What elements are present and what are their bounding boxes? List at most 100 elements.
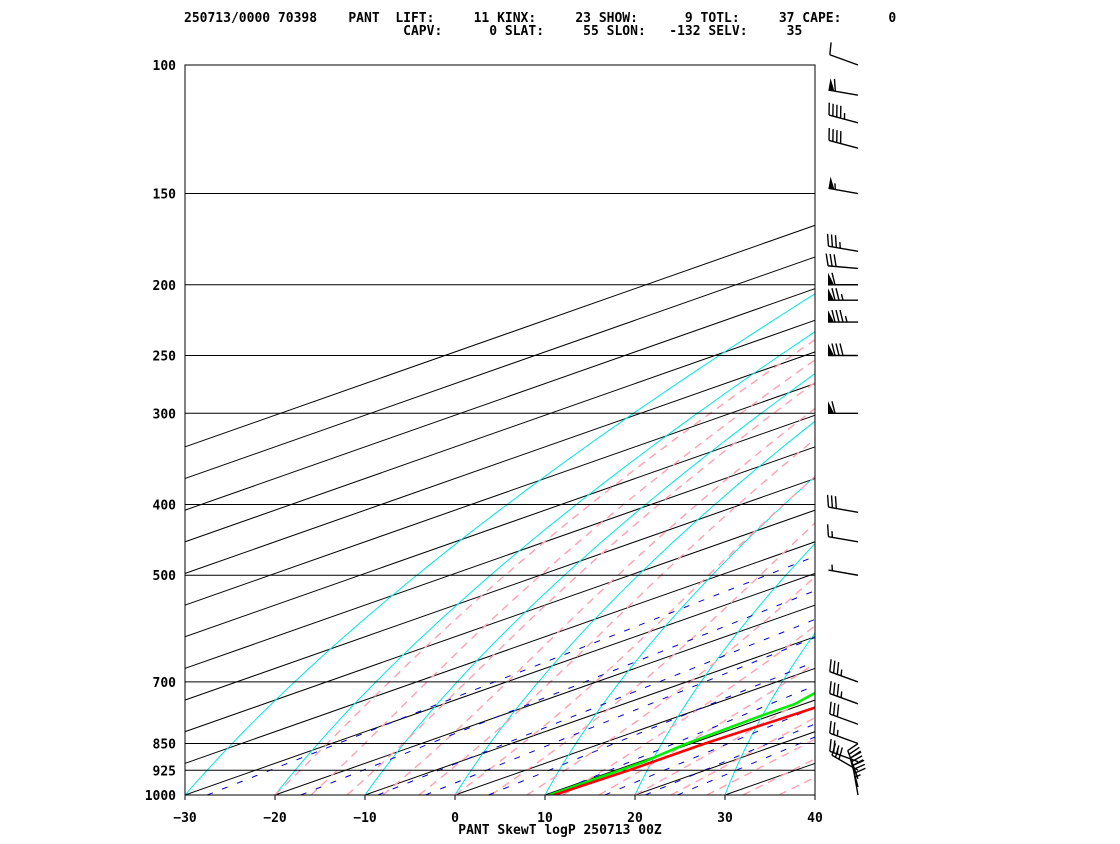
wind-barb-pennant <box>828 177 834 190</box>
wind-barb-half-flag <box>841 691 842 697</box>
pressure-tick-label: 850 <box>153 737 177 752</box>
wind-barb <box>830 702 858 725</box>
temperature-tick-label: −20 <box>263 811 287 826</box>
wind-barb-flag <box>835 496 836 508</box>
wind-barb <box>826 254 858 269</box>
wind-barb-staff <box>830 694 858 704</box>
wind-barb-flag <box>834 683 835 695</box>
wind-barb <box>829 128 858 148</box>
wind-barb-flag <box>832 234 833 246</box>
moist-adiabat <box>671 285 1120 795</box>
wind-barb-half-flag <box>837 730 838 736</box>
pressure-tick-label: 100 <box>153 59 177 74</box>
moist-adiabat <box>527 285 1120 795</box>
dry-adiabat <box>995 65 1120 795</box>
wind-barb-flag <box>826 254 828 266</box>
isotherm <box>905 65 1120 795</box>
wind-barb <box>828 343 858 355</box>
dry-adiabat <box>905 65 1120 795</box>
wind-barb-flag <box>839 747 842 759</box>
wind-barb-flag <box>840 343 843 355</box>
dry-adiabat <box>815 65 1120 795</box>
wind-barb-flag <box>830 254 832 266</box>
wind-barb-flag <box>836 288 839 300</box>
wind-barb <box>830 721 858 744</box>
wind-barb-flag <box>840 310 843 322</box>
wind-barb-half-flag <box>846 316 848 322</box>
chart-title: PANT SkewT logP 250713 00Z <box>458 823 662 838</box>
temperature-tick-label: 40 <box>807 811 823 826</box>
isotherm <box>545 65 1120 795</box>
wind-barb-flag <box>834 79 835 91</box>
isotherm <box>365 65 1120 795</box>
wind-barb <box>828 177 858 194</box>
dry-adiabat <box>275 65 1120 795</box>
wind-barb-staff <box>830 55 858 65</box>
wind-barb-staff <box>830 714 858 724</box>
wind-barb-staff <box>830 672 858 682</box>
isotherm <box>815 65 1120 795</box>
header-line-2: CAPV: 0 SLAT: 55 SLON: -132 SELV: 35 <box>184 24 802 39</box>
moist-adiabat <box>815 285 1120 795</box>
pressure-tick-label: 500 <box>153 569 177 584</box>
wind-barb <box>830 659 858 682</box>
wind-barb-staff <box>828 507 858 512</box>
temperature-tick-label: −10 <box>353 811 377 826</box>
wind-barb-staff <box>828 246 858 251</box>
dry-adiabat <box>455 65 1120 795</box>
wind-barb-flag <box>834 254 836 266</box>
mixing-ratio-line <box>489 505 1120 796</box>
isotherm <box>455 65 1120 795</box>
wind-barb-staff <box>828 90 858 95</box>
wind-barb-flag <box>830 42 831 54</box>
wind-barb <box>828 401 858 413</box>
plot-frame <box>185 65 815 795</box>
wind-barb-pennant <box>828 78 834 91</box>
wind-barb-staff <box>829 115 858 123</box>
chart-header: 250713/0000 70398 PANT LIFT: 11 KINX: 23… <box>184 11 896 39</box>
wind-barb-half-flag <box>841 670 842 676</box>
wind-barb <box>830 42 858 65</box>
wind-barb <box>828 273 858 285</box>
dry-adiabat <box>725 65 1120 795</box>
wind-barb-half-flag <box>837 748 838 754</box>
wind-barb <box>830 681 858 704</box>
wind-barb <box>829 103 858 123</box>
wind-barb <box>828 310 858 322</box>
wind-barb-flag <box>828 234 829 246</box>
moist-adiabat <box>347 285 954 795</box>
moist-adiabat <box>275 285 898 795</box>
isobars <box>185 65 815 795</box>
pressure-tick-label: 925 <box>153 764 176 779</box>
wind-barb-flag <box>828 495 829 507</box>
wind-barb <box>828 495 858 513</box>
wind-barb-staff <box>829 140 858 148</box>
pressure-tick-label: 1000 <box>145 789 176 804</box>
wind-barb-flag <box>830 721 831 733</box>
wind-barb-flag <box>836 310 839 322</box>
wind-barb-flag <box>837 662 838 674</box>
mixing-ratio-line <box>378 505 1103 796</box>
moist-adiabat <box>743 285 1120 795</box>
isotherm <box>185 65 1120 795</box>
moist-adiabat <box>635 285 1120 795</box>
wind-barb-staff <box>828 266 858 269</box>
temperature-tick-label: 30 <box>717 811 733 826</box>
wind-barb-flag <box>828 524 829 536</box>
isotherm <box>275 65 1120 795</box>
moist-adiabat <box>707 285 1120 795</box>
wind-barb-flag <box>837 684 838 696</box>
dry-adiabat <box>1085 65 1120 795</box>
wind-barb-flag <box>832 495 833 507</box>
wind-barb <box>828 78 858 95</box>
wind-barb <box>828 524 858 542</box>
wind-barb-half-flag <box>842 294 844 300</box>
wind-barb-staff <box>828 188 858 193</box>
wind-barb <box>853 760 866 795</box>
mixing-ratio-line <box>550 505 1120 796</box>
isotherm <box>725 65 1120 795</box>
isotherm <box>635 65 1120 795</box>
moist-adiabat <box>779 285 1120 795</box>
wind-barb-flag <box>834 722 835 734</box>
